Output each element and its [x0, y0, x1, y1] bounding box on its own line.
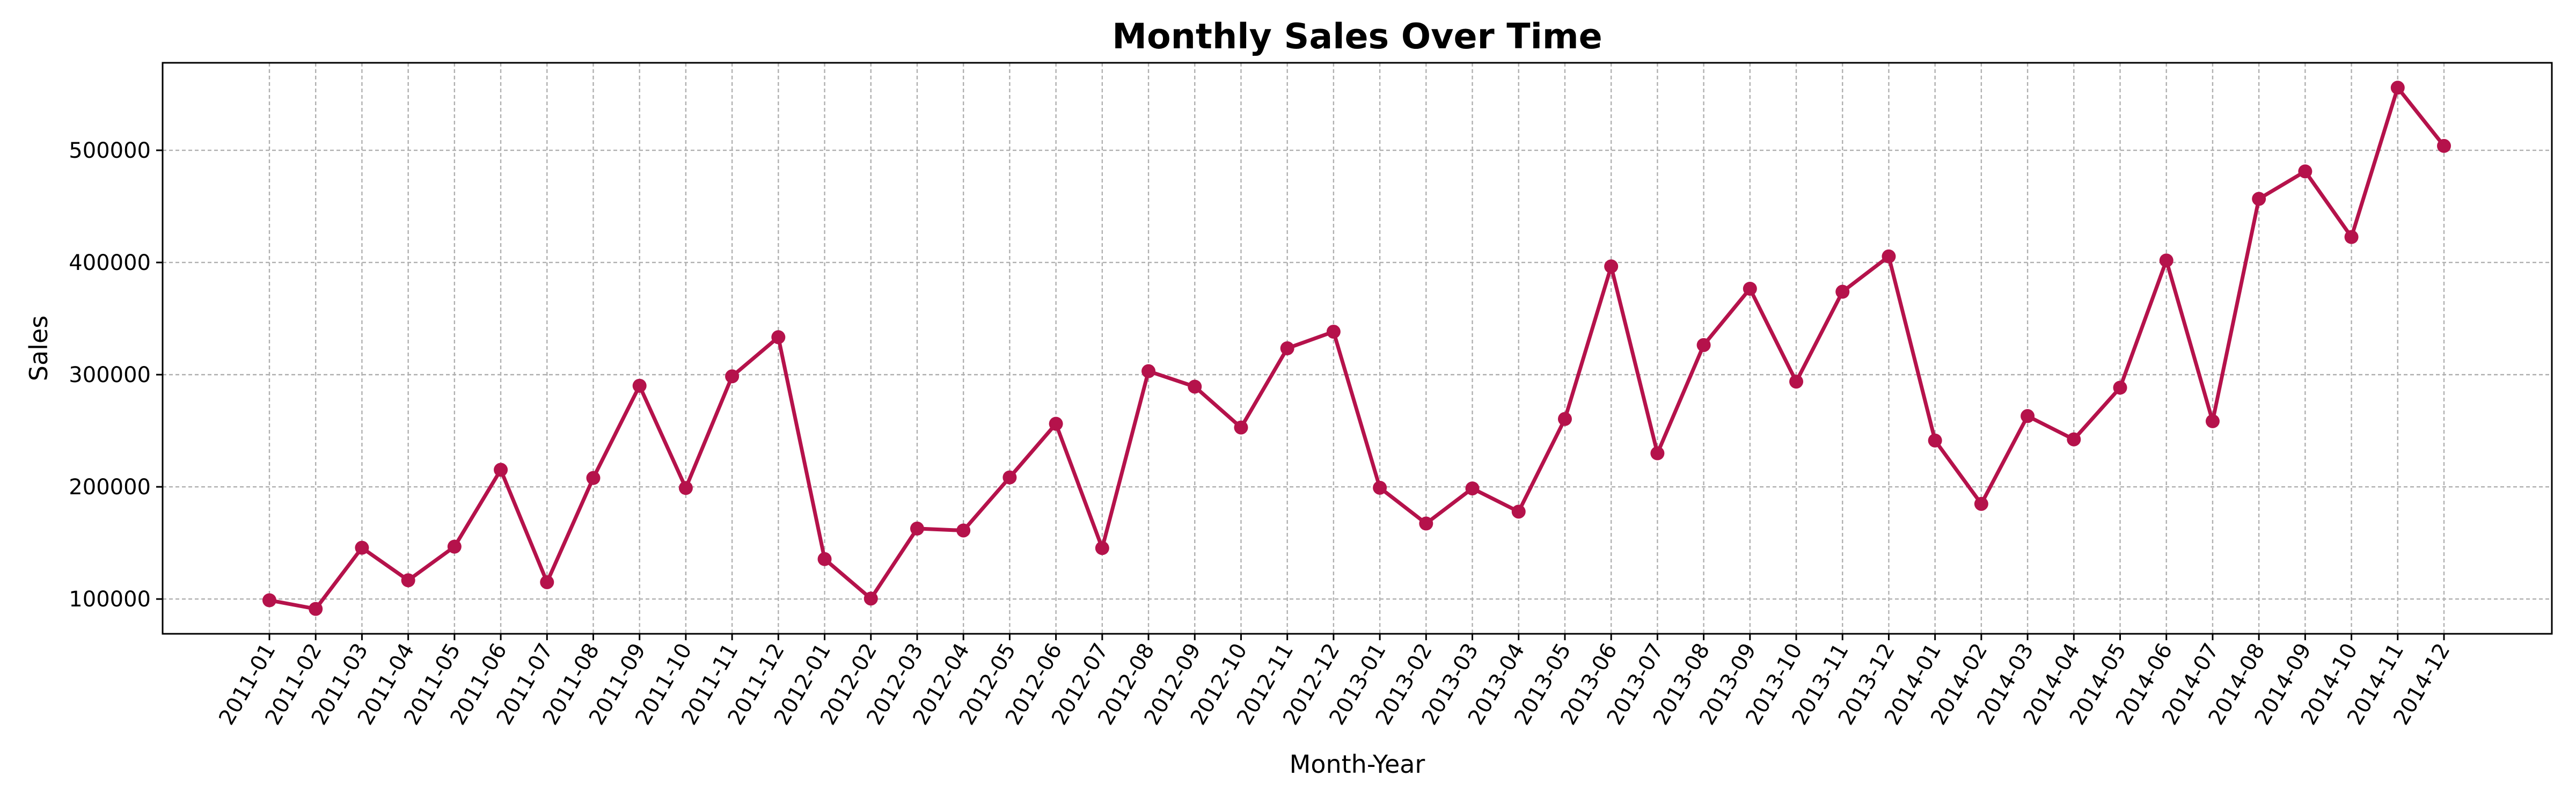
data-point	[1002, 470, 1017, 485]
x-axis-label: Month-Year	[1290, 750, 1425, 779]
data-point	[2113, 380, 2127, 395]
data-point	[1974, 496, 1988, 511]
x-axis: 2011-012011-022011-032011-042011-052011-…	[214, 634, 2455, 729]
data-point	[1188, 379, 1202, 394]
data-point	[494, 463, 508, 477]
data-point	[725, 369, 740, 384]
series-line	[269, 85, 2446, 611]
data-point	[2437, 138, 2451, 153]
data-point	[678, 481, 693, 495]
data-point	[1835, 284, 1850, 299]
data-point	[1650, 446, 1665, 460]
data-point	[2021, 409, 2035, 423]
data-point	[1696, 338, 1711, 352]
data-point	[1419, 516, 1433, 531]
data-point	[1049, 416, 1063, 431]
data-point	[863, 591, 878, 606]
y-axis: 100000 200000 300000 400000 500000	[69, 138, 163, 612]
y-tick-label: 400000	[69, 251, 151, 275]
data-point	[1234, 420, 1248, 435]
data-point	[586, 471, 601, 485]
data-point	[2067, 432, 2081, 447]
data-point	[1557, 412, 1572, 426]
chart-title: Monthly Sales Over Time	[1112, 17, 1602, 57]
data-point	[1465, 481, 1480, 496]
data-point	[1511, 504, 1526, 519]
data-point	[262, 593, 276, 608]
data-point	[817, 552, 832, 566]
data-point	[447, 539, 462, 554]
data-point	[540, 575, 554, 589]
y-tick-label: 500000	[69, 138, 151, 163]
data-point	[2390, 80, 2405, 95]
data-point	[1095, 541, 1109, 555]
data-point	[1604, 259, 1619, 274]
plot-frame	[162, 62, 2553, 635]
data-point	[401, 573, 415, 588]
data-point	[910, 521, 924, 536]
data-point	[1141, 364, 1156, 378]
data-point	[1326, 325, 1341, 339]
data-point	[2344, 230, 2359, 244]
data-point	[309, 602, 323, 616]
series-layer	[262, 80, 2451, 616]
data-point	[2252, 192, 2266, 206]
data-point	[1280, 341, 1294, 355]
data-point	[1789, 375, 1804, 389]
y-axis-label: Sales	[24, 316, 53, 381]
data-point	[2205, 414, 2220, 428]
data-point	[632, 378, 647, 393]
data-point	[1928, 433, 1942, 448]
data-point	[1373, 480, 1387, 495]
data-point	[1743, 282, 1757, 296]
data-point	[2159, 253, 2174, 268]
data-point	[771, 330, 786, 345]
data-point	[956, 523, 971, 538]
data-point	[355, 540, 369, 555]
y-tick-label: 300000	[69, 363, 151, 387]
y-tick-label: 200000	[69, 475, 151, 500]
data-point	[1882, 249, 1896, 264]
data-point	[2298, 164, 2312, 179]
y-tick-label: 100000	[69, 587, 151, 612]
